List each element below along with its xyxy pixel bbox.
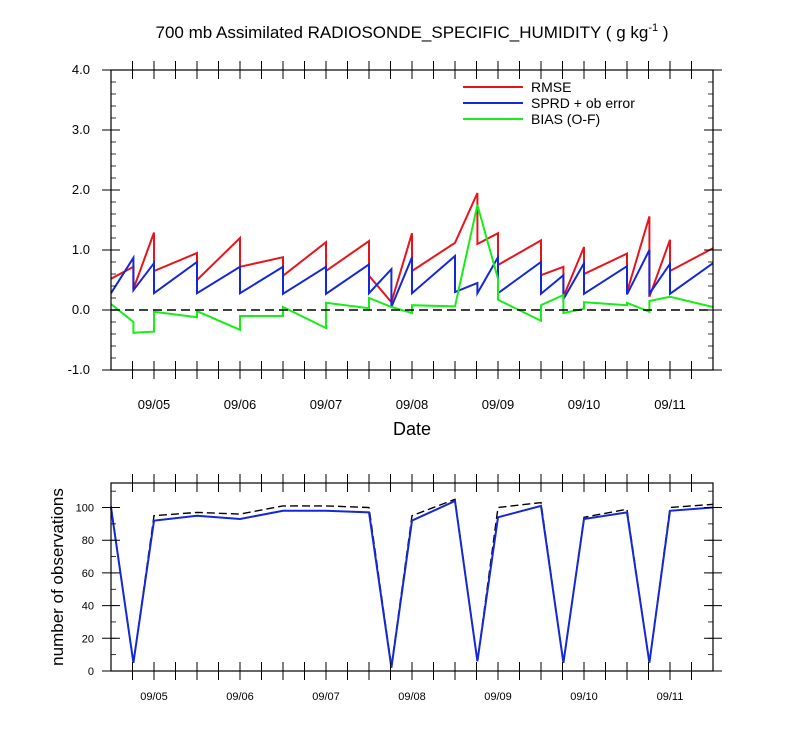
bottom-y-tick-label: 20	[82, 633, 94, 645]
bottom-series-line-observations-possible	[110, 498, 714, 667]
top-y-tick-label: 3.0	[72, 122, 90, 137]
top-y-tick-label: 4.0	[72, 62, 90, 77]
top-series-line-sprd-ob-error	[110, 249, 714, 308]
bottom-y-tick-label: 0	[88, 666, 94, 678]
chart-title-main: 700 mb Assimilated RADIOSONDE_SPECIFIC_H…	[156, 23, 649, 42]
chart-title: 700 mb Assimilated RADIOSONDE_SPECIFIC_H…	[156, 22, 669, 42]
top-y-tick-label: 1.0	[72, 242, 90, 257]
bottom-x-tick-label: 09/05	[140, 691, 168, 703]
top-series-group	[110, 192, 714, 334]
bottom-x-tick-label: 09/07	[312, 691, 340, 703]
legend-label-2: SPRD + ob error	[531, 95, 635, 111]
top-x-tick-label: 09/07	[310, 397, 343, 412]
bottom-y-tick-label: 80	[82, 535, 94, 547]
top-plot-border	[110, 69, 714, 371]
bottom-x-tick-label: 09/09	[484, 691, 512, 703]
bottom-x-tick-label: 09/06	[226, 691, 254, 703]
bottom-plot-frame	[110, 482, 714, 672]
top-panel: -1.0 0.0 1.0 2.0 3.0 4.0 09/05 09/06 09/07 09/08 0…	[68, 61, 722, 412]
top-x-tick-label: 09/06	[224, 397, 257, 412]
bottom-x-tick-label: 09/08	[398, 691, 426, 703]
top-x-tick-label: 09/08	[396, 397, 429, 412]
top-x-tick-label: 09/11	[654, 397, 686, 412]
chart-title-end: )	[658, 23, 668, 42]
top-x-tick-label: 09/09	[482, 397, 515, 412]
top-y-tick-label: -1.0	[68, 362, 90, 377]
legend-label-3: BIAS (O-F)	[531, 111, 600, 127]
bottom-y-tick-label: 100	[76, 503, 94, 515]
x-axis-label: Date	[393, 419, 431, 439]
bottom-series-line-observations-used	[110, 499, 714, 668]
bottom-axis-ticks: 0 20 40 60 80 100 09/05 09/06 09/07 09/08 09/09 09/…	[76, 474, 722, 703]
top-axis-ticks: -1.0 0.0 1.0 2.0 3.0 4.0 09/05 09/06 09/07 09/08 0…	[68, 61, 722, 412]
bottom-y-tick-label: 40	[82, 601, 94, 613]
top-y-tick-label: 2.0	[72, 182, 90, 197]
bottom-y-tick-label: 60	[82, 568, 94, 580]
top-series-line-bias-o-f	[110, 204, 714, 334]
bottom-series-group	[110, 498, 714, 668]
top-x-tick-label: 09/10	[568, 397, 601, 412]
chart-title-superscript: -1	[648, 22, 658, 34]
top-y-tick-label: 0.0	[72, 302, 90, 317]
bottom-x-tick-label: 09/10	[570, 691, 598, 703]
bottom-panel: 0 20 40 60 80 100 09/05 09/06 09/07 09/08 09/09 09/…	[76, 474, 722, 703]
top-x-tick-label: 09/05	[138, 397, 171, 412]
legend-label-1: RMSE	[531, 79, 571, 95]
bottom-plot-border	[110, 482, 714, 672]
top-plot-frame	[110, 69, 714, 371]
y-axis-label-observations: number of observations	[48, 488, 67, 666]
bottom-x-tick-label: 09/11	[657, 691, 684, 703]
